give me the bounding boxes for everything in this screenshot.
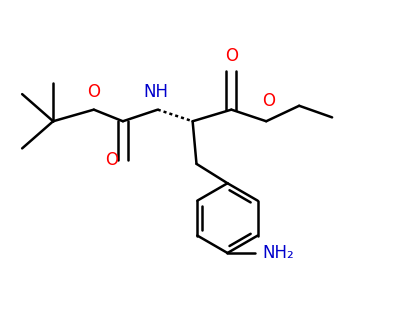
Text: O: O bbox=[262, 92, 275, 110]
Text: O: O bbox=[87, 83, 100, 101]
Text: NH₂: NH₂ bbox=[263, 244, 294, 262]
Text: O: O bbox=[106, 151, 119, 169]
Text: NH: NH bbox=[143, 83, 168, 101]
Text: O: O bbox=[225, 47, 238, 65]
